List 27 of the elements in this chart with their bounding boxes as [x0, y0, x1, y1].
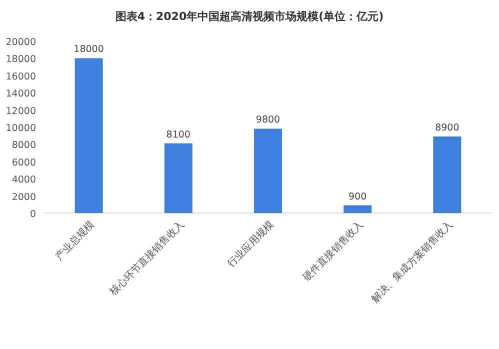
y-tick-label: 4000 — [12, 174, 36, 186]
bar — [254, 128, 282, 213]
y-tick-label: 16000 — [6, 71, 36, 82]
y-tick-label: 20000 — [6, 37, 36, 48]
y-tick-label: 0 — [30, 209, 36, 220]
x-tick-label: 核心环节直接销售收入 — [106, 218, 187, 299]
bar — [344, 205, 372, 213]
y-tick-label: 10000 — [6, 123, 36, 134]
bar — [164, 143, 192, 213]
chart-title: 图表4：2020年中国超高清视频市场规模(单位：亿元) — [115, 10, 384, 23]
data-label: 8100 — [166, 129, 190, 140]
data-label: 900 — [348, 191, 367, 202]
y-tick-label: 14000 — [6, 88, 36, 100]
bar — [74, 58, 103, 213]
y-tick-label: 8000 — [12, 140, 36, 152]
x-tick-label: 解决、集成方案销售收入 — [369, 218, 456, 305]
data-label: 8900 — [435, 122, 460, 134]
y-tick-label: 2000 — [12, 192, 36, 203]
y-tick-label: 6000 — [12, 157, 36, 168]
y-tick-label: 18000 — [6, 54, 36, 66]
data-label: 9800 — [256, 114, 280, 126]
x-tick-label: 行业应用规模 — [225, 218, 276, 270]
x-tick-label: 硬件直接销售收入 — [300, 218, 366, 284]
data-label: 18000 — [74, 44, 104, 56]
bar — [433, 136, 462, 213]
y-tick-label: 12000 — [6, 106, 36, 117]
x-tick-label: 产业总规模 — [53, 218, 97, 262]
